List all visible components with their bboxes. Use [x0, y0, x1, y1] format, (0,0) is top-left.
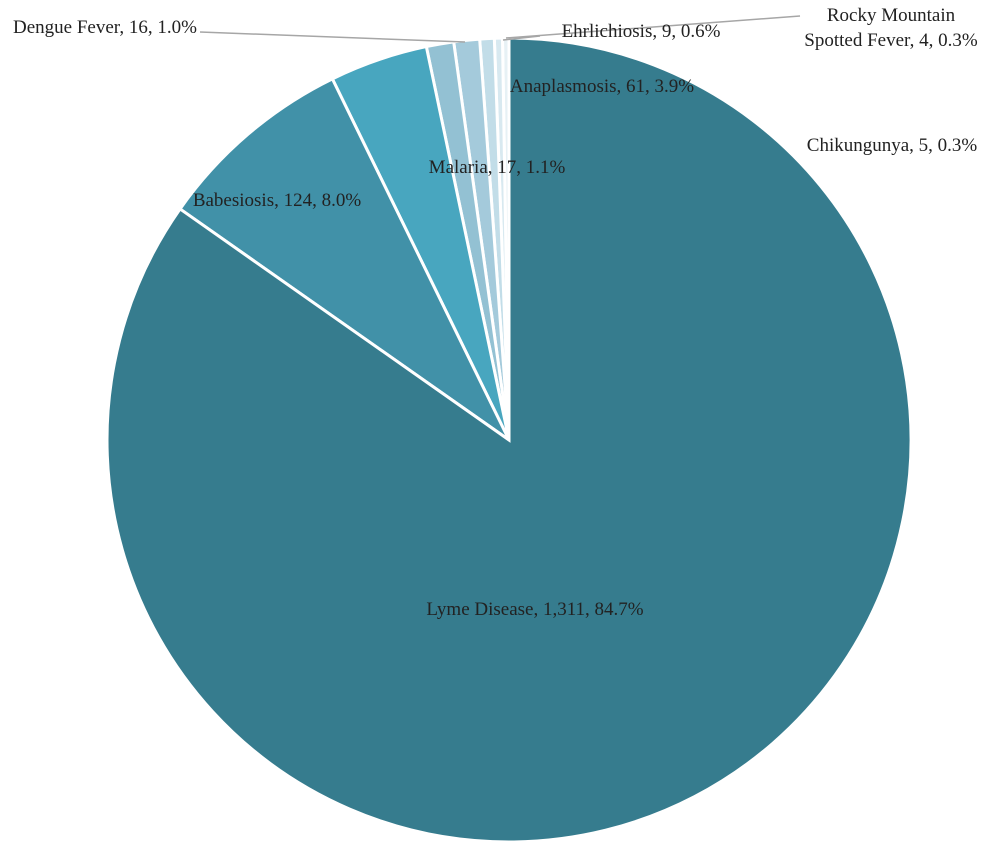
value-label: 17 [497, 157, 517, 178]
leader-line [199, 31, 466, 43]
percent-label: 1.0% [157, 17, 197, 38]
category-label: Lyme Disease [426, 599, 534, 620]
percent-label: 0.6% [680, 21, 721, 42]
leader-line [505, 15, 801, 39]
value-label: 1,311 [542, 599, 586, 620]
data-label: Lyme Disease, 1,311, 84.7% [426, 599, 644, 620]
pie-slice [177, 76, 511, 442]
category-label: Babesiosis [192, 190, 275, 211]
value-label: 61 [626, 76, 646, 97]
percent-label: 0.3% [937, 135, 978, 156]
percent-label: 1.1% [525, 157, 566, 178]
category-label: Ehrlichiosis [561, 21, 653, 42]
data-label: Anaplasmosis, 61, 3.9% [509, 76, 695, 97]
data-label: Malaria, 17, 1.1% [428, 157, 566, 178]
data-label: Babesiosis, 124, 8.0% [192, 190, 362, 211]
pie-slice [105, 36, 913, 843]
data-label: Dengue Fever, 16, 1.0% [13, 17, 197, 38]
data-label: Chikungunya, 5, 0.3% [806, 135, 978, 156]
percent-label: 0.3% [938, 29, 978, 51]
category-label: Rocky Mountain Spotted Fever [804, 5, 956, 51]
category-label: Chikungunya [806, 135, 910, 156]
value-label: 124 [283, 190, 313, 211]
value-label: 5 [918, 135, 929, 156]
data-label: Rocky Mountain Spotted Fever, 4, 0.3% [804, 5, 978, 51]
value-label: 4 [919, 29, 929, 51]
value-label: 16 [128, 17, 148, 38]
percent-label: 84.7% [594, 599, 644, 620]
category-label: Dengue Fever [13, 17, 120, 38]
category-label: Anaplasmosis [509, 76, 617, 97]
data-label: Ehrlichiosis, 9, 0.6% [561, 21, 721, 42]
percent-label: 3.9% [654, 76, 695, 97]
value-label: 9 [661, 21, 672, 42]
percent-label: 8.0% [321, 190, 362, 211]
category-label: Malaria [428, 157, 488, 178]
